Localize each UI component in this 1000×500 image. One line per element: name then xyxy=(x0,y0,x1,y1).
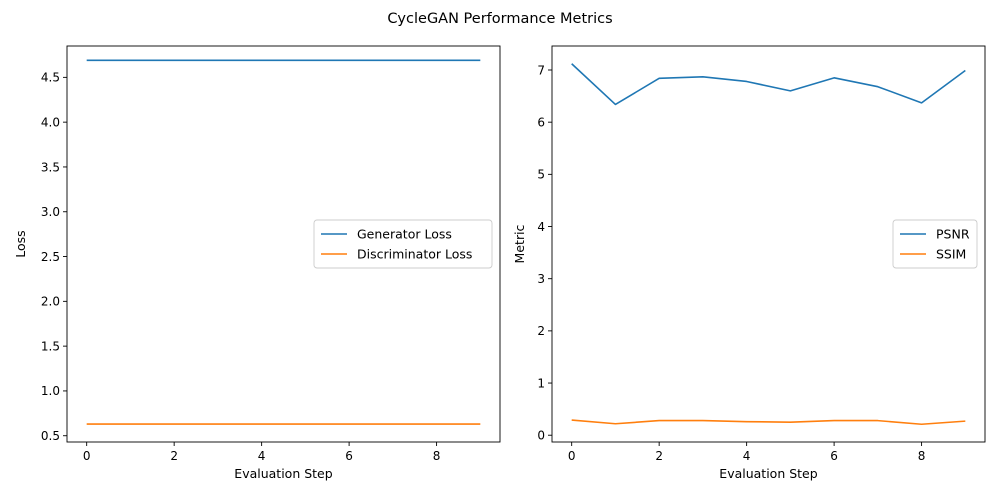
y-tick-label: 1.0 xyxy=(41,384,60,398)
x-tick-label: 4 xyxy=(743,449,751,463)
legend-box xyxy=(313,219,493,269)
x-tick-label: 4 xyxy=(258,449,266,463)
x-tick-label: 2 xyxy=(655,449,663,463)
x-tick-label: 0 xyxy=(83,449,91,463)
y-tick-label: 4 xyxy=(537,220,545,234)
y-axis-label: Metric xyxy=(512,224,527,263)
y-tick-label: 3.5 xyxy=(41,160,60,174)
legend-box xyxy=(892,219,978,269)
y-tick-label: 0 xyxy=(537,429,545,443)
legend-label: SSIM xyxy=(936,247,966,262)
y-tick-label: 0.5 xyxy=(41,429,60,443)
x-axis-label: Evaluation Step xyxy=(719,466,817,481)
series-line-1 xyxy=(571,419,966,426)
legend: PSNR SSIM xyxy=(892,219,978,269)
y-tick-label: 4.0 xyxy=(41,115,60,129)
y-tick-label: 1 xyxy=(537,376,545,390)
x-tick-label: 8 xyxy=(433,449,441,463)
y-tick-label: 6 xyxy=(537,115,545,129)
x-tick-label: 2 xyxy=(170,449,178,463)
y-tick-label: 2 xyxy=(537,324,545,338)
y-tick-label: 3.0 xyxy=(41,205,60,219)
series-line-0 xyxy=(571,63,966,106)
x-tick-label: 8 xyxy=(918,449,926,463)
y-tick-label: 2.0 xyxy=(41,295,60,309)
axes-frame xyxy=(551,45,986,443)
y-tick-label: 2.5 xyxy=(41,250,60,264)
x-tick-label: 6 xyxy=(345,449,353,463)
y-tick-label: 1.5 xyxy=(41,339,60,353)
legend-label: PSNR xyxy=(936,227,970,242)
metric-chart: 0 2 4 6 8 0 1 2 3 4 5 6 7 Evaluation Step Metric PSNR SS… xyxy=(512,45,986,481)
x-axis-label: Evaluation Step xyxy=(234,466,332,481)
legend: Generator Loss Discriminator Loss xyxy=(313,219,493,269)
axes-frame xyxy=(66,45,501,443)
figure-title: CycleGAN Performance Metrics xyxy=(387,11,612,27)
y-tick-label: 4.5 xyxy=(41,71,60,85)
loss-chart: 0 2 4 6 8 0.5 1.0 1.5 2.0 2.5 3.0 3.5 4.0 4.5 Evaluati… xyxy=(13,45,501,481)
y-axis-label: Loss xyxy=(13,230,28,257)
y-tick-label: 3 xyxy=(537,272,545,286)
y-tick-label: 5 xyxy=(537,168,545,182)
y-tick-label: 7 xyxy=(537,63,545,77)
x-tick-label: 6 xyxy=(830,449,838,463)
legend-label: Generator Loss xyxy=(357,227,452,242)
x-tick-label: 0 xyxy=(568,449,576,463)
legend-label: Discriminator Loss xyxy=(357,247,472,262)
